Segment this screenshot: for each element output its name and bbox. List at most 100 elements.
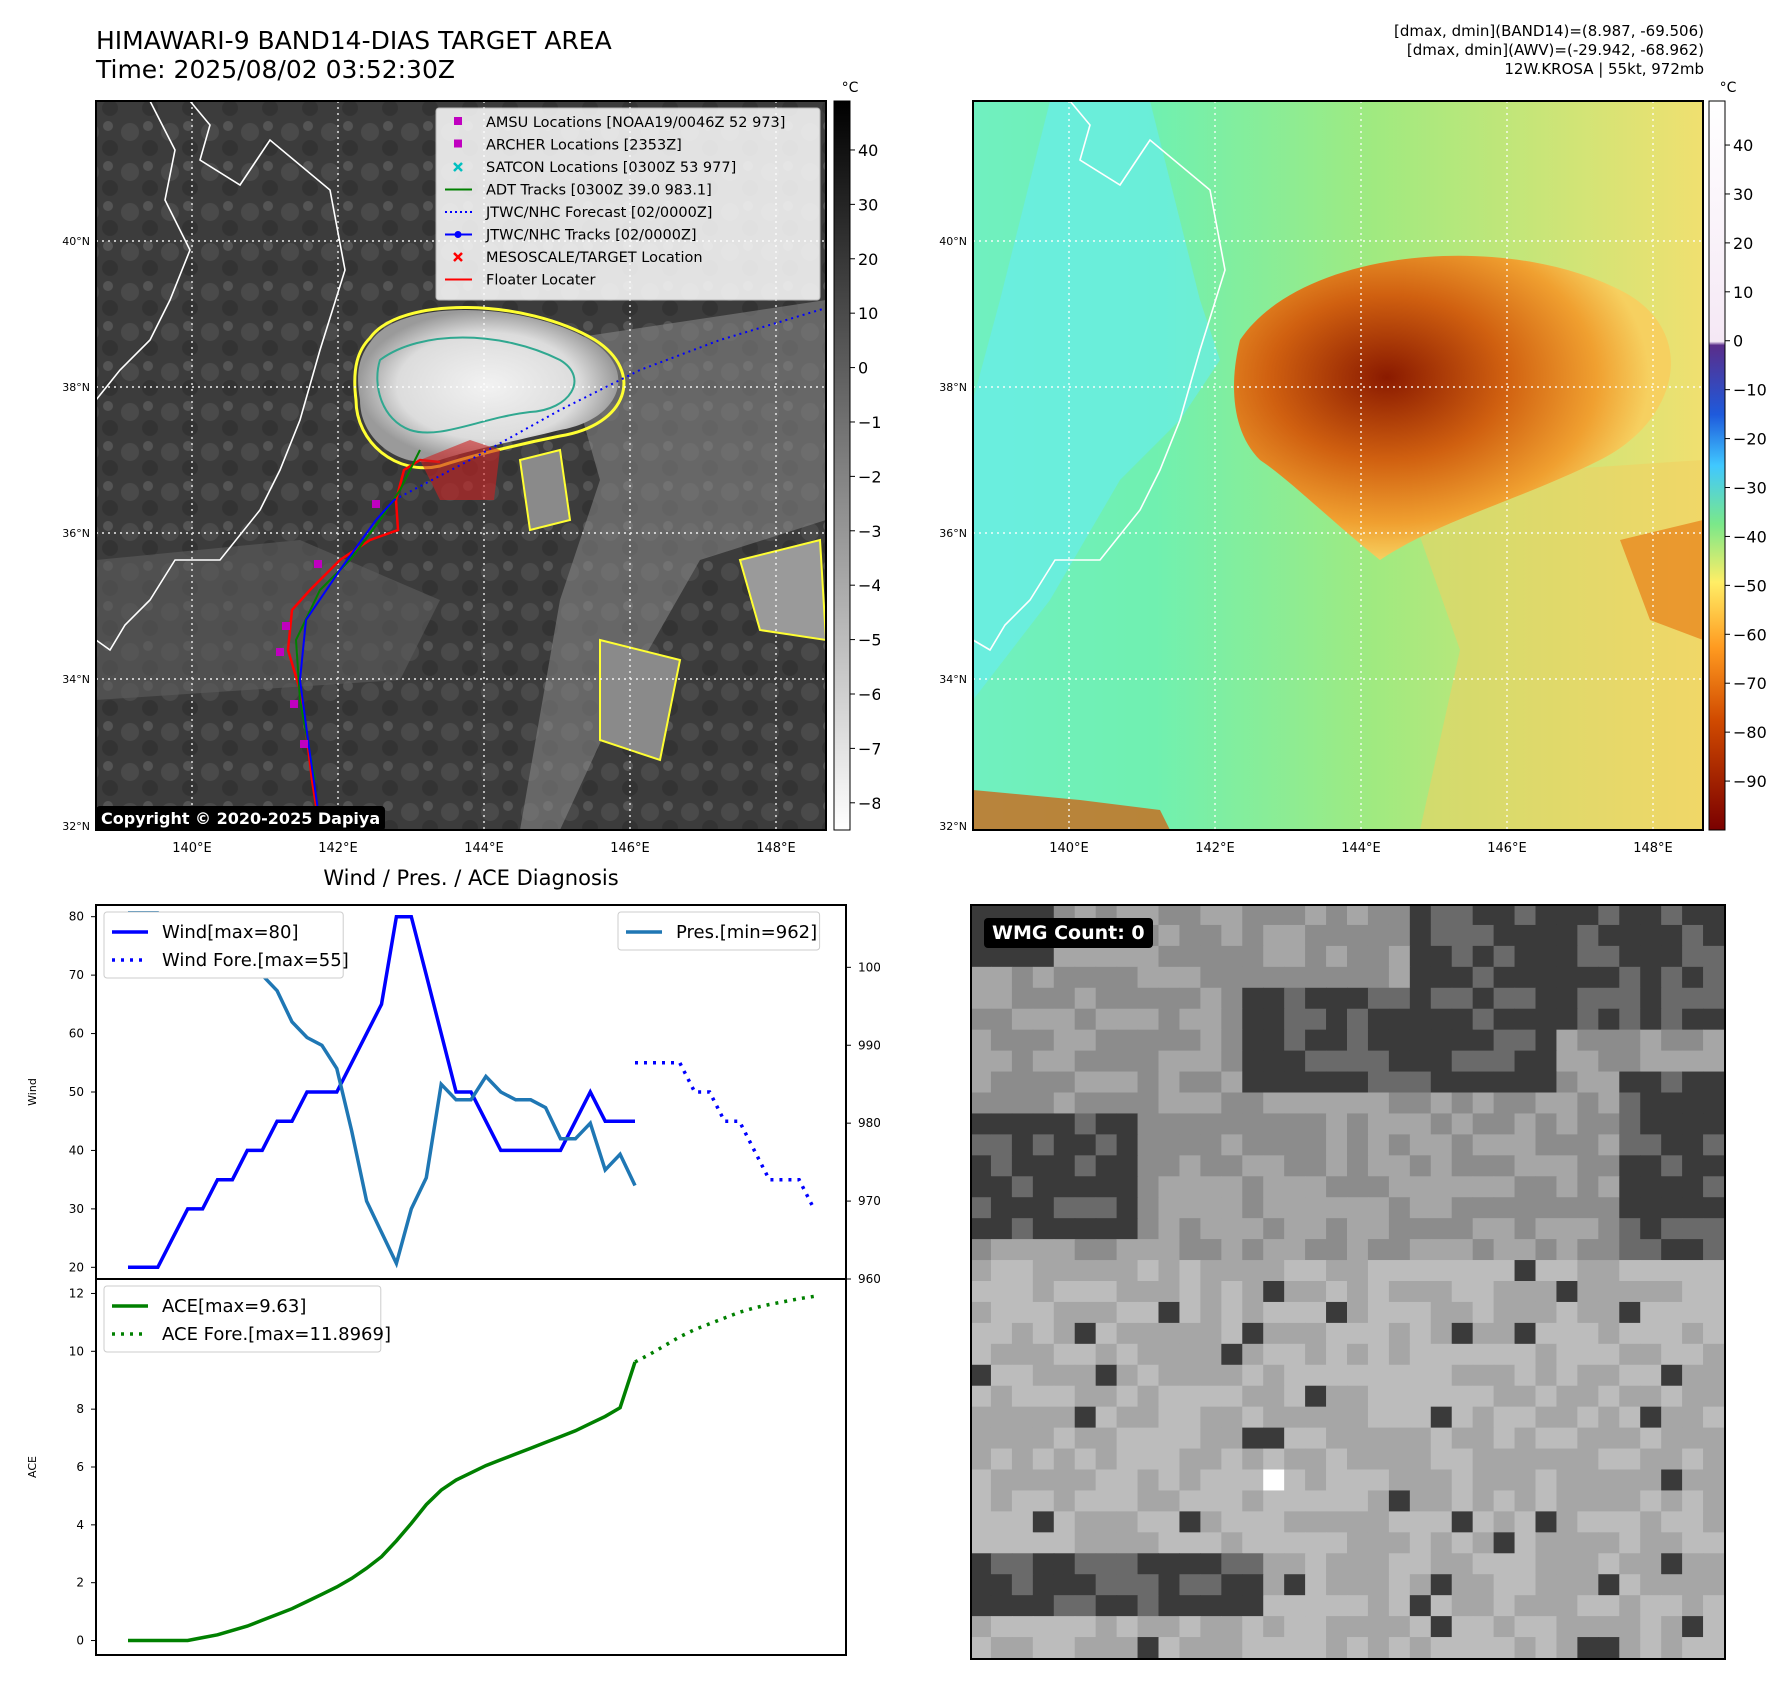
wmg-cell [1116,1050,1139,1073]
wmg-cell [1137,1511,1159,1533]
wmg-cell [1074,1490,1097,1512]
colorbar-tick-label: 0 [1733,332,1743,351]
wmg-cell [1703,1218,1725,1240]
wmg-cell [1514,966,1536,989]
wmg-cell [1305,1532,1327,1554]
wmg-cell [1284,1553,1306,1575]
wmg-cell [1367,1637,1390,1659]
wmg-cell [1598,1574,1620,1596]
wmg-cell [1409,1406,1432,1429]
wmg-cell [1640,987,1662,1010]
wmg-cell [1305,1616,1327,1638]
wmg-cell [1577,1406,1599,1429]
wmg-cell [1305,1239,1327,1261]
wmg-cell [1053,1595,1076,1617]
wmg-cell [1095,1113,1118,1135]
wmg-cell [1242,1385,1264,1408]
wmg-cell [1703,1448,1725,1470]
wmg-cell [1263,1281,1285,1303]
wmg-cell [1409,966,1432,989]
wmg-cell [1661,1637,1683,1659]
wmg-cell [1556,945,1578,968]
wmg-cell [1137,1113,1159,1135]
wmg-cell [990,945,1013,968]
wmg-cell [1535,1574,1557,1596]
wmg-cell [990,1616,1013,1638]
wmg-cell [1556,1239,1578,1261]
wmg-cell [1703,1008,1725,1031]
wmg-cell [1263,1616,1285,1638]
wmg-cell [1179,1406,1201,1429]
wmg-cell [1661,1616,1683,1638]
wmg-cell [1137,987,1159,1010]
wmg-cell [1577,1574,1599,1596]
wmg-cell [1703,1260,1725,1282]
wmg-cell [1158,1197,1180,1219]
wmg-cell [1011,1029,1034,1052]
wmg-cell [1116,1595,1139,1617]
wmg-cell [1640,1134,1662,1156]
wmg-cell [1200,1553,1222,1575]
colorbar-tick-label: 40 [1733,136,1753,155]
wmg-cell [1619,1176,1641,1198]
wmg-cell [1703,1301,1725,1324]
wmg-cell [990,1092,1013,1114]
color-colorbar [1708,100,1726,831]
wmg-cell [1200,1385,1222,1408]
wmg-cell [1179,1595,1201,1617]
wmg-cell [990,1239,1013,1261]
wmg-cell [1221,1281,1243,1303]
wmg-cell [1661,904,1683,926]
wmg-cell [1472,1134,1495,1156]
y-tick-label: 6 [76,1460,84,1474]
wmg-cell [1661,1113,1683,1135]
wmg-cell [1514,1239,1536,1261]
lon-tick-label: 144°E [464,841,504,856]
wmg-cell [1326,1553,1348,1575]
wmg-cell [1535,1134,1557,1156]
wmg-cell [1409,1029,1432,1052]
wmg-cell [1116,1637,1139,1659]
wmg-cell [1409,1092,1432,1114]
wmg-cell [1074,1553,1097,1575]
wmg-cell [1284,1134,1306,1156]
wmg-cell [1074,1113,1097,1135]
wmg-cell [1409,1260,1432,1282]
wmg-cell [1137,1322,1159,1345]
wmg-cell [1347,1301,1369,1324]
wmg-cell [1661,1029,1683,1052]
wmg-cell [1179,1616,1201,1638]
y-tick-label: 40 [69,1143,84,1157]
wmg-cell [1284,1071,1306,1093]
storm-info: [dmax, dmin](BAND14)=(8.987, -69.506) [d… [1394,22,1704,79]
wmg-cell [1032,1448,1055,1470]
coastline-honshu [95,100,346,652]
wmg-cell [1472,945,1495,968]
wmg-cell [1284,1511,1306,1533]
wmg-cell [1661,924,1683,947]
wmg-cell [1305,1385,1327,1408]
wmg-cell [1158,1218,1180,1240]
wmg-cell [1367,1343,1390,1366]
wmg-cell [1326,945,1348,968]
wmg-cell [1221,1490,1243,1512]
wmg-cell [1367,1574,1390,1596]
wmg-cell [1263,1574,1285,1596]
wmg-cell [1053,1532,1076,1554]
chart-legend-label: ACE Fore.[max=11.8969] [162,1324,391,1345]
lat-tick-label: 38°N [939,381,967,394]
wmg-cell [1137,1343,1159,1366]
wmg-cell [1158,1092,1180,1114]
wmg-cell [1326,1092,1348,1114]
wmg-cell [1430,1281,1453,1303]
wmg-cell [1326,1574,1348,1596]
wmg-cell [1158,1050,1180,1073]
wmg-cell [1179,1218,1201,1240]
wmg-cell [1263,1113,1285,1135]
wmg-cell [1242,1343,1264,1366]
y-tick-label: 12 [69,1286,84,1300]
wmg-cell [1158,1301,1180,1324]
wmg-cell [1535,1469,1557,1491]
wmg-cell [1326,1595,1348,1617]
wmg-frame [970,904,1726,1660]
